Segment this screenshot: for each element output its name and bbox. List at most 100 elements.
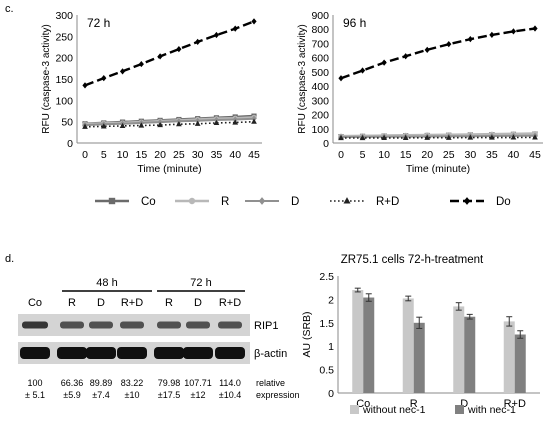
- bar: [503, 321, 515, 393]
- blot-intensity-label: relative: [256, 378, 285, 388]
- bar: [464, 316, 476, 393]
- legend-label: D: [291, 196, 299, 208]
- y-tick-label: 600: [311, 53, 329, 65]
- y-tick-label: 400: [311, 81, 329, 93]
- blot-band: [218, 321, 242, 329]
- x-tick-label: 45: [529, 149, 541, 161]
- error-bar: [506, 316, 513, 327]
- data-point: [82, 82, 88, 89]
- data-point: [100, 123, 107, 129]
- error-bar: [416, 316, 423, 329]
- legend-item-D: D: [245, 196, 299, 208]
- bar: [413, 322, 425, 393]
- y-tick-label: 150: [55, 74, 73, 86]
- x-tick-label: 30: [192, 149, 204, 161]
- data-point: [381, 59, 387, 66]
- x-tick-label: 35: [211, 149, 223, 161]
- x-tick-label: R+D: [504, 398, 526, 410]
- y-tick-label: 900: [311, 10, 329, 22]
- panel-label-d: d.: [5, 253, 14, 265]
- x-axis-title: Time (minute): [137, 163, 201, 175]
- x-tick-label: 20: [154, 149, 166, 161]
- blot-intensity-value: ±10: [125, 390, 140, 400]
- y-tick-label: 0: [323, 138, 329, 150]
- legend-item: with nec-1: [455, 404, 516, 416]
- blot-intensity-value: ±17.5: [158, 390, 180, 400]
- blot-lane-label: R+D: [219, 297, 241, 309]
- blot-row-label: β-actin: [254, 348, 287, 360]
- x-tick-label: 0: [82, 149, 88, 161]
- legend-item-Do: Do: [450, 196, 511, 208]
- data-point: [359, 67, 366, 74]
- blot-lane-label: R+D: [121, 297, 143, 309]
- blot-group-label: 72 h: [190, 277, 211, 289]
- data-point: [489, 31, 495, 39]
- blot-band: [86, 347, 116, 359]
- data-point: [446, 41, 452, 48]
- x-tick-label: 10: [117, 149, 129, 161]
- x-tick-label: 30: [464, 149, 476, 161]
- legend-swatch: [350, 405, 359, 414]
- legend-item: without nec-1: [350, 404, 426, 416]
- data-point: [424, 134, 431, 140]
- data-point: [213, 31, 220, 39]
- legend-marker: [188, 197, 196, 205]
- data-point: [194, 120, 201, 126]
- blot-band: [215, 347, 245, 359]
- data-point: [402, 134, 409, 140]
- data-point: [119, 122, 126, 129]
- y-tick-label: 300: [311, 95, 329, 107]
- line-chart-legend: Co R D R+D Do: [95, 196, 511, 208]
- blot-band: [154, 347, 184, 359]
- data-point: [467, 36, 473, 43]
- chart-title: 96 h: [343, 16, 366, 30]
- y-axis-title: RFU (caspase-3 activity): [41, 24, 52, 133]
- x-tick-label: R: [410, 398, 418, 410]
- blot-intensity-value: ±10.4: [219, 390, 241, 400]
- x-tick-label: 40: [508, 149, 520, 161]
- line-chart-72h: 0 50 100 150 200 250 300 0 5 10 15 20 25 30 35 40 45 Time…: [41, 10, 262, 175]
- legend-item-Co: Co: [95, 196, 156, 208]
- legend-label: R+D: [376, 196, 399, 208]
- x-tick-label: 15: [400, 149, 412, 161]
- error-bar: [405, 295, 412, 302]
- y-tick-label: 0: [328, 388, 334, 400]
- x-tick-label: 35: [486, 149, 498, 161]
- x-tick-label: 5: [360, 149, 366, 161]
- legend-marker: [108, 197, 116, 205]
- bar-chart-srb: ZR75.1 cells 72-h-treatment 0 0.5 1 1.5 2 2.5 A…: [301, 254, 540, 416]
- blot-intensity-value: 100: [27, 378, 42, 388]
- data-point: [338, 75, 344, 82]
- blot-band: [117, 347, 147, 359]
- data-point: [489, 134, 495, 140]
- series-line: [84, 117, 255, 127]
- series-R+D: [338, 134, 538, 141]
- data-point: [82, 123, 88, 129]
- series-Do: [82, 18, 257, 89]
- blot-intensity-label: expression: [256, 390, 300, 400]
- y-tick-label: 500: [311, 67, 329, 79]
- blot-intensity-value: ±5.9: [63, 390, 80, 400]
- data-point: [445, 134, 452, 140]
- y-tick-label: 100: [55, 95, 73, 107]
- series-line: [341, 136, 535, 139]
- series-line: [340, 134, 536, 138]
- blot-band: [57, 347, 87, 359]
- legend-item-R: R: [175, 196, 229, 208]
- blot-band: [183, 347, 213, 359]
- data-point: [403, 53, 409, 60]
- blot-lane-label: D: [194, 297, 202, 309]
- legend-label: with nec-1: [467, 404, 516, 416]
- legend-marker: [463, 197, 471, 205]
- bar: [514, 334, 526, 393]
- data-point: [467, 134, 474, 140]
- y-tick-label: 2.5: [319, 271, 334, 283]
- x-tick-label: 25: [173, 149, 185, 161]
- blot-group-label: 48 h: [96, 277, 117, 289]
- blot-intensity-value: 79.98: [158, 378, 181, 388]
- blot-lane-label: R: [165, 297, 173, 309]
- bar: [363, 297, 375, 393]
- blot-band: [60, 321, 84, 329]
- blot-intensity-value: 83.22: [121, 378, 144, 388]
- blot-lane-label: Co: [28, 297, 42, 309]
